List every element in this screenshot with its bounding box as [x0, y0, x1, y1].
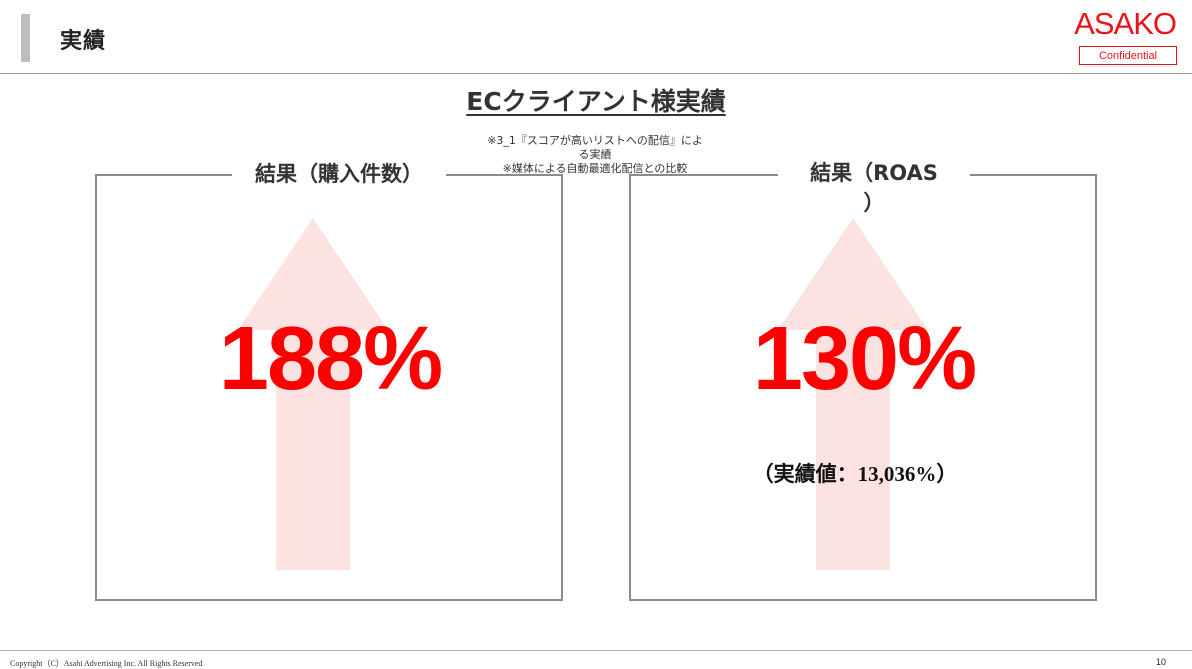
roas-actual-value: （実績値：13,036%）	[752, 462, 958, 486]
company-logo: ASAKO	[1074, 6, 1177, 41]
header-divider	[0, 73, 1192, 74]
footnote-line: ※3_1『スコアが高いリストへの配信』によ	[487, 134, 703, 147]
header-accent-bar	[21, 14, 30, 62]
copyright-text: Copyright（C）Asahi Advertising Inc. All R…	[10, 659, 203, 668]
panel-label-roas: 結果（ROAS ）	[778, 158, 970, 218]
panel-label-roas-line1: 結果（ROAS	[810, 161, 938, 185]
confidential-badge: Confidential	[1079, 46, 1177, 65]
footnote-line: ※媒体による自動最適化配信との比較	[502, 162, 688, 175]
panel-label-roas-line2: ）	[863, 191, 885, 215]
page-number: 10	[1155, 657, 1166, 667]
footnotes: ※3_1『スコアが高いリストへの配信』によ る実績 ※媒体による自動最適化配信と…	[470, 134, 720, 176]
footer-divider	[0, 650, 1192, 651]
roas-result-value: 130%	[752, 309, 977, 409]
page-title: 実績	[60, 29, 107, 54]
purchases-result-value: 188%	[218, 309, 443, 409]
footnote-line: る実績	[578, 148, 612, 161]
panel-label-purchases: 結果（購入件数）	[232, 158, 446, 188]
section-title: ECクライアント様実績	[466, 87, 726, 116]
